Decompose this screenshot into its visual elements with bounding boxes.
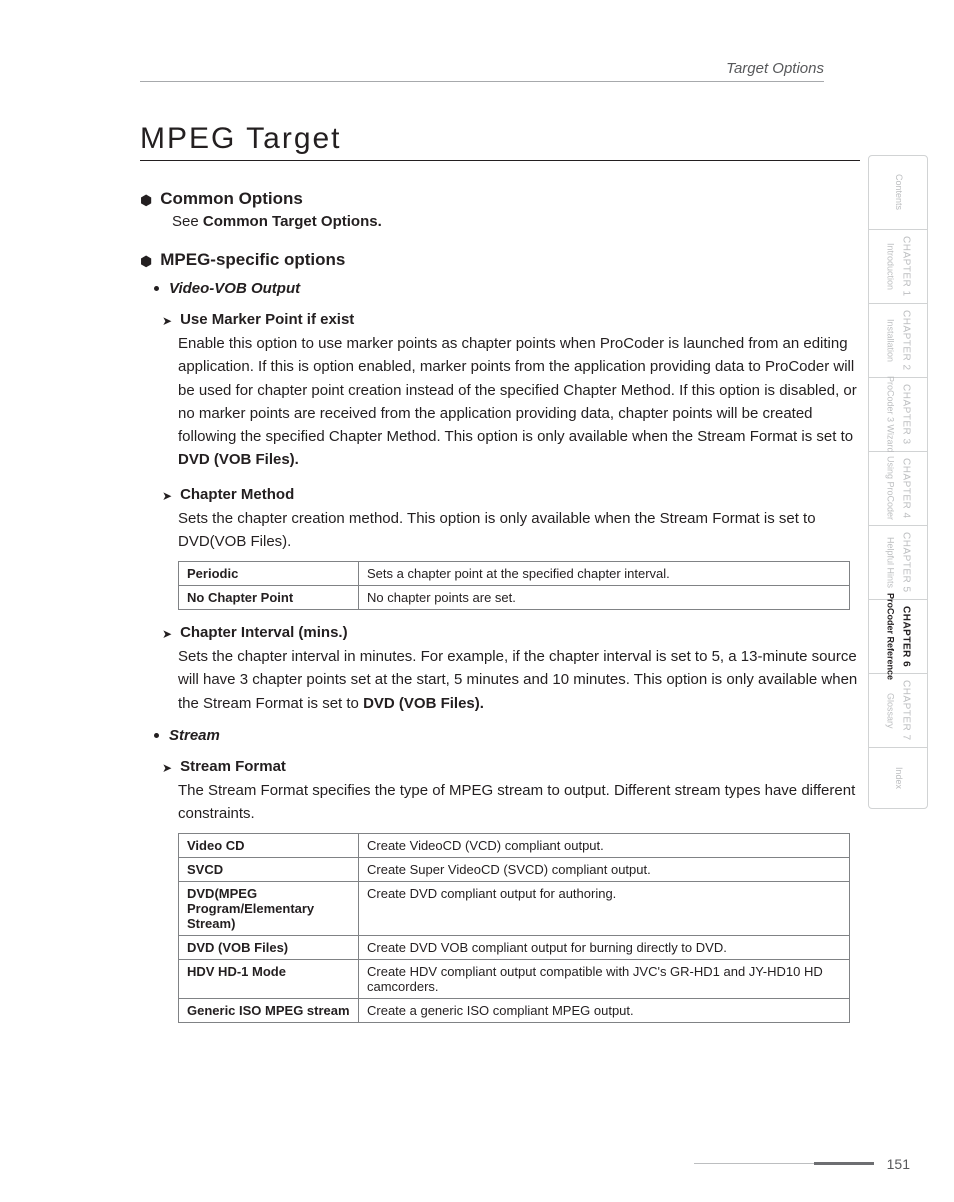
dot-icon xyxy=(154,286,159,291)
tab-label: ProCoder 3 Wizard xyxy=(885,376,895,453)
text-body: Sets the chapter interval in minutes. Fo… xyxy=(178,648,857,712)
cell-key: No Chapter Point xyxy=(179,586,359,610)
cell-key: HDV HD-1 Mode xyxy=(179,960,359,999)
page-title: MPEG Target xyxy=(140,122,860,161)
item-chapter-interval: ➤ Chapter Interval (mins.) xyxy=(162,624,860,641)
tab-chapter-2[interactable]: Installation CHAPTER 2 xyxy=(869,304,927,378)
item-title: Use Marker Point if exist xyxy=(180,311,354,328)
item-title: Stream Format xyxy=(180,758,286,775)
table-stream-format: Video CD Create VideoCD (VCD) compliant … xyxy=(178,833,850,1023)
item-chapter-method-text: Sets the chapter creation method. This o… xyxy=(178,507,860,554)
tab-chapter-3[interactable]: ProCoder 3 Wizard CHAPTER 3 xyxy=(869,378,927,452)
cell-key: DVD (VOB Files) xyxy=(179,936,359,960)
tab-contents[interactable]: Contents xyxy=(869,156,927,230)
table-row: Video CD Create VideoCD (VCD) compliant … xyxy=(179,834,850,858)
tab-chapter-4[interactable]: Using ProCoder CHAPTER 4 xyxy=(869,452,927,526)
table-row: HDV HD-1 Mode Create HDV compliant outpu… xyxy=(179,960,850,999)
cell-key: Video CD xyxy=(179,834,359,858)
item-use-marker-point: ➤ Use Marker Point if exist xyxy=(162,311,860,328)
cell-val: Create VideoCD (VCD) compliant output. xyxy=(359,834,850,858)
table-row: DVD (VOB Files) Create DVD VOB compliant… xyxy=(179,936,850,960)
hex-bullet-icon: ⬢ xyxy=(140,253,152,270)
tab-label: ProCoder Reference xyxy=(885,593,895,680)
tab-chapter-7[interactable]: Glossary CHAPTER 7 xyxy=(869,674,927,748)
tab-label: Helpful Hints xyxy=(885,537,895,588)
table-row: SVCD Create Super VideoCD (SVCD) complia… xyxy=(179,858,850,882)
tab-chapter: CHAPTER 2 xyxy=(900,310,911,371)
table-row: No Chapter Point No chapter points are s… xyxy=(179,586,850,610)
tab-index[interactable]: Index xyxy=(869,748,927,808)
tab-chapter-1[interactable]: Introduction CHAPTER 1 xyxy=(869,230,927,304)
tab-chapter: CHAPTER 3 xyxy=(900,384,911,445)
cell-key: DVD(MPEG Program/Elementary Stream) xyxy=(179,882,359,936)
section-heading: Common Options xyxy=(160,189,303,209)
cell-val: Create Super VideoCD (SVCD) compliant ou… xyxy=(359,858,850,882)
tab-label: Introduction xyxy=(885,243,895,290)
subsection-label: Stream xyxy=(169,727,220,744)
tab-label: Glossary xyxy=(885,693,895,729)
tab-chapter: CHAPTER 1 xyxy=(900,236,911,297)
text-bold: DVD (VOB Files). xyxy=(178,451,299,468)
subsection-video-vob: Video-VOB Output xyxy=(154,280,860,297)
cell-key: Generic ISO MPEG stream xyxy=(179,999,359,1023)
hex-bullet-icon: ⬢ xyxy=(140,192,152,209)
tab-label: Using ProCoder xyxy=(885,456,895,520)
cell-val: Sets a chapter point at the specified ch… xyxy=(359,562,850,586)
item-stream-format: ➤ Stream Format xyxy=(162,758,860,775)
cell-key: Periodic xyxy=(179,562,359,586)
item-chapter-method: ➤ Chapter Method xyxy=(162,486,860,503)
cell-key: SVCD xyxy=(179,858,359,882)
section-mpeg-specific: ⬢ MPEG-specific options xyxy=(140,250,860,270)
dot-icon xyxy=(154,733,159,738)
item-chapter-interval-text: Sets the chapter interval in minutes. Fo… xyxy=(178,645,860,715)
tab-chapter: CHAPTER 6 xyxy=(900,606,911,667)
arrow-icon: ➤ xyxy=(162,314,172,331)
tab-label: Index xyxy=(893,767,903,789)
tab-chapter-6[interactable]: ProCoder Reference CHAPTER 6 xyxy=(869,600,927,674)
section-heading: MPEG-specific options xyxy=(160,250,345,270)
arrow-icon: ➤ xyxy=(162,761,172,778)
item-title: Chapter Interval (mins.) xyxy=(180,624,348,641)
tab-chapter: CHAPTER 4 xyxy=(900,458,911,519)
subsection-stream: Stream xyxy=(154,727,860,744)
text-bold: DVD (VOB Files). xyxy=(363,695,484,712)
tab-label: Contents xyxy=(893,174,903,210)
see-common-target-options: See Common Target Options. xyxy=(172,213,860,230)
table-row: Periodic Sets a chapter point at the spe… xyxy=(179,562,850,586)
tab-chapter: CHAPTER 7 xyxy=(900,680,911,741)
cell-val: Create DVD compliant output for authorin… xyxy=(359,882,850,936)
content-column: MPEG Target ⬢ Common Options See Common … xyxy=(140,122,860,1023)
subsection-label: Video-VOB Output xyxy=(169,280,300,297)
cell-val: Create DVD VOB compliant output for burn… xyxy=(359,936,850,960)
cell-val: Create a generic ISO compliant MPEG outp… xyxy=(359,999,850,1023)
page-rule xyxy=(694,1162,874,1165)
tab-label: Installation xyxy=(885,319,895,362)
side-tabs: Contents Introduction CHAPTER 1 Installa… xyxy=(868,155,928,809)
section-common-options: ⬢ Common Options xyxy=(140,189,860,209)
table-row: DVD(MPEG Program/Elementary Stream) Crea… xyxy=(179,882,850,936)
text-body: Enable this option to use marker points … xyxy=(178,335,857,445)
item-stream-format-text: The Stream Format specifies the type of … xyxy=(178,779,860,826)
cell-val: No chapter points are set. xyxy=(359,586,850,610)
item-title: Chapter Method xyxy=(180,486,294,503)
table-chapter-method: Periodic Sets a chapter point at the spe… xyxy=(178,561,850,610)
cell-val: Create HDV compliant output compatible w… xyxy=(359,960,850,999)
see-bold: Common Target Options. xyxy=(203,213,382,230)
arrow-icon: ➤ xyxy=(162,489,172,506)
see-prefix: See xyxy=(172,213,203,230)
table-row: Generic ISO MPEG stream Create a generic… xyxy=(179,999,850,1023)
running-header: Target Options xyxy=(140,60,824,82)
tab-chapter-5[interactable]: Helpful Hints CHAPTER 5 xyxy=(869,526,927,600)
item-use-marker-text: Enable this option to use marker points … xyxy=(178,332,860,472)
page-number: 151 xyxy=(887,1156,910,1172)
arrow-icon: ➤ xyxy=(162,627,172,644)
page: Target Options MPEG Target ⬢ Common Opti… xyxy=(0,0,954,1202)
tab-chapter: CHAPTER 5 xyxy=(900,532,911,593)
